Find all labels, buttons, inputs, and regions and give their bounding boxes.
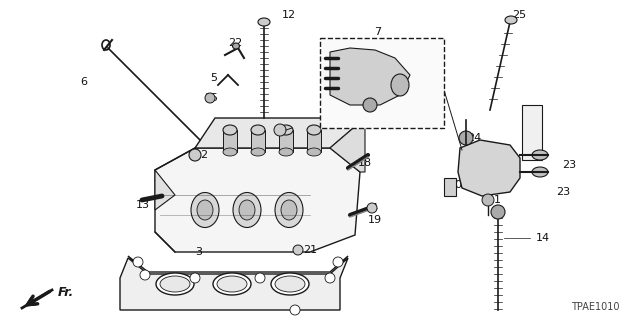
- Text: 13: 13: [136, 200, 150, 210]
- Circle shape: [363, 98, 377, 112]
- Polygon shape: [330, 48, 410, 105]
- Ellipse shape: [271, 273, 309, 295]
- Bar: [223, 130, 237, 152]
- Text: 9: 9: [406, 67, 413, 77]
- Text: 16: 16: [370, 103, 384, 113]
- Circle shape: [482, 194, 494, 206]
- Circle shape: [491, 205, 505, 219]
- Bar: [251, 130, 265, 152]
- Bar: [522, 105, 542, 160]
- Polygon shape: [458, 140, 520, 196]
- Ellipse shape: [279, 125, 293, 135]
- Ellipse shape: [239, 200, 255, 220]
- Text: 5: 5: [210, 73, 217, 83]
- Circle shape: [290, 305, 300, 315]
- Ellipse shape: [279, 148, 293, 156]
- Ellipse shape: [160, 276, 190, 292]
- Text: 21: 21: [303, 245, 317, 255]
- Text: TPAE1010: TPAE1010: [572, 302, 620, 312]
- Text: 17: 17: [488, 180, 502, 190]
- Circle shape: [255, 273, 265, 283]
- Text: 24: 24: [467, 133, 481, 143]
- Text: 14: 14: [536, 233, 550, 243]
- Circle shape: [274, 124, 286, 136]
- Ellipse shape: [223, 125, 237, 135]
- Ellipse shape: [275, 276, 305, 292]
- Ellipse shape: [307, 148, 321, 156]
- Text: 4: 4: [370, 203, 377, 213]
- Ellipse shape: [391, 74, 409, 96]
- Bar: [307, 130, 321, 152]
- Circle shape: [189, 149, 201, 161]
- Bar: [320, 38, 444, 128]
- Ellipse shape: [213, 273, 251, 295]
- Circle shape: [367, 203, 377, 213]
- Ellipse shape: [532, 150, 548, 160]
- Polygon shape: [120, 258, 348, 310]
- Circle shape: [190, 273, 200, 283]
- Text: 12: 12: [282, 10, 296, 20]
- Text: 17: 17: [502, 150, 516, 160]
- Polygon shape: [195, 118, 365, 148]
- Polygon shape: [128, 256, 348, 278]
- Circle shape: [293, 245, 303, 255]
- Text: 19: 19: [368, 215, 382, 225]
- Ellipse shape: [156, 273, 194, 295]
- Ellipse shape: [197, 200, 213, 220]
- Ellipse shape: [532, 167, 548, 177]
- Text: 11: 11: [488, 195, 502, 205]
- Text: 8: 8: [342, 75, 349, 85]
- Circle shape: [325, 273, 335, 283]
- Circle shape: [205, 93, 215, 103]
- Text: 6: 6: [80, 77, 87, 87]
- Text: 3: 3: [195, 247, 202, 257]
- Text: 18: 18: [358, 158, 372, 168]
- Text: 22: 22: [228, 38, 243, 48]
- Ellipse shape: [307, 125, 321, 135]
- Text: Fr.: Fr.: [58, 285, 74, 299]
- Text: 23: 23: [556, 187, 570, 197]
- Ellipse shape: [258, 18, 270, 26]
- Bar: [444, 178, 456, 196]
- Text: 2: 2: [200, 150, 207, 160]
- Ellipse shape: [217, 276, 247, 292]
- Ellipse shape: [191, 193, 219, 228]
- Circle shape: [133, 257, 143, 267]
- Text: 23: 23: [562, 160, 576, 170]
- Text: 20: 20: [448, 180, 462, 190]
- Ellipse shape: [281, 200, 297, 220]
- Text: 1: 1: [285, 125, 292, 135]
- Ellipse shape: [275, 193, 303, 228]
- Text: 7: 7: [374, 27, 381, 37]
- Ellipse shape: [233, 193, 261, 228]
- Circle shape: [459, 131, 473, 145]
- Polygon shape: [155, 148, 360, 252]
- Ellipse shape: [223, 148, 237, 156]
- Bar: [279, 130, 293, 152]
- Ellipse shape: [251, 125, 265, 135]
- Polygon shape: [155, 170, 175, 210]
- Circle shape: [140, 270, 150, 280]
- Circle shape: [333, 257, 343, 267]
- Text: 10: 10: [530, 105, 544, 115]
- Ellipse shape: [251, 148, 265, 156]
- Ellipse shape: [505, 16, 517, 24]
- Polygon shape: [330, 118, 365, 172]
- Text: 25: 25: [512, 10, 526, 20]
- Ellipse shape: [232, 43, 239, 49]
- Text: 15: 15: [205, 93, 219, 103]
